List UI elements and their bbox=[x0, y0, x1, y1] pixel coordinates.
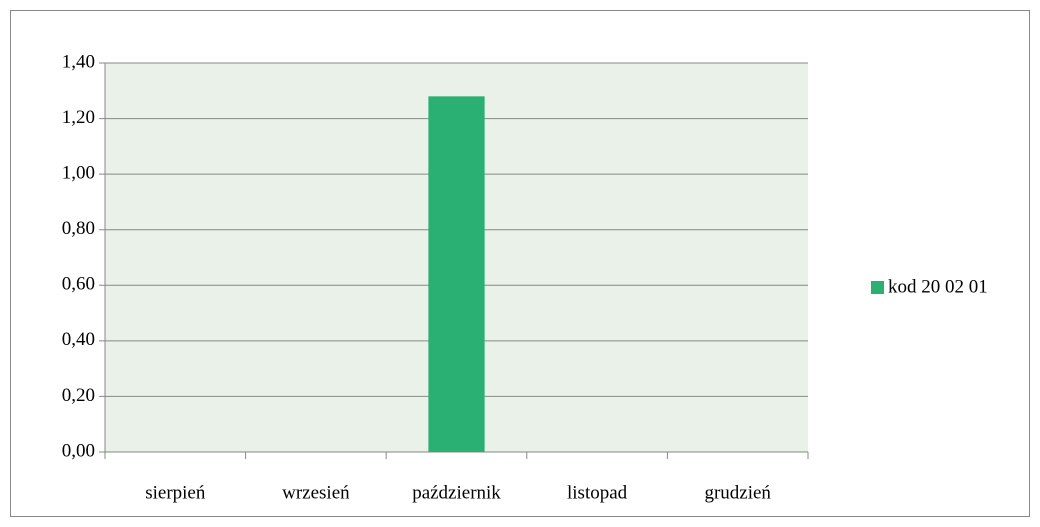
bar bbox=[428, 96, 485, 452]
y-tick-label: 1,20 bbox=[62, 107, 95, 128]
legend-label: kod 20 02 01 bbox=[888, 276, 988, 297]
x-tick-label: sierpień bbox=[145, 482, 206, 503]
y-tick-label: 0,80 bbox=[62, 218, 95, 239]
x-tick-label: październik bbox=[412, 482, 501, 503]
x-tick-label: listopad bbox=[567, 482, 628, 503]
y-tick-label: 1,00 bbox=[62, 163, 95, 184]
y-tick-label: 0,60 bbox=[62, 274, 95, 295]
y-tick-label: 0,00 bbox=[62, 440, 95, 461]
legend-swatch bbox=[871, 281, 884, 294]
y-tick-label: 0,40 bbox=[62, 329, 95, 350]
y-tick-label: 0,20 bbox=[62, 385, 95, 406]
x-tick-label: wrzesień bbox=[282, 482, 350, 503]
y-tick-label: 1,40 bbox=[62, 51, 95, 72]
x-tick-label: grudzień bbox=[704, 482, 771, 503]
